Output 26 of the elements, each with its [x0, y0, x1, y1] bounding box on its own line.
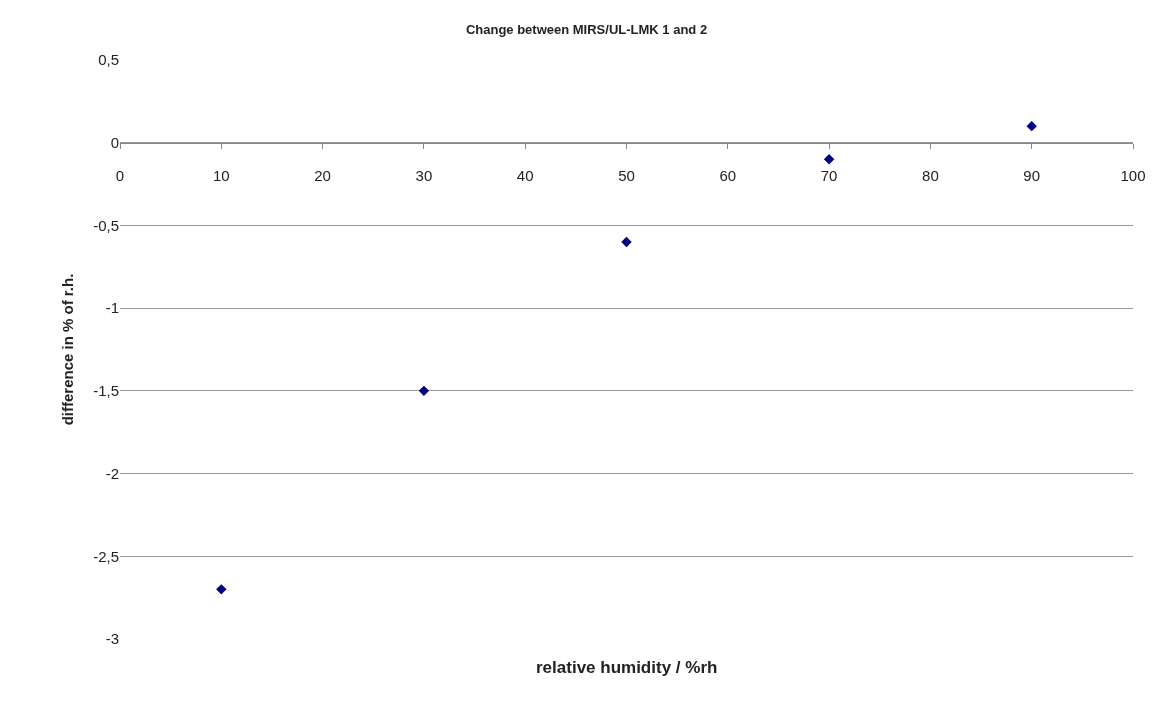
x-tick-label: 70 — [820, 166, 838, 184]
y-tick-label: -0,5 — [93, 216, 119, 234]
y-tick-label: -3 — [105, 630, 119, 648]
x-tick-label: 50 — [618, 166, 635, 184]
x-tick-label: 90 — [1023, 166, 1041, 184]
point — [621, 236, 632, 248]
x-axis-title: relative humidity / %rh — [536, 658, 718, 677]
x-tick-label: 80 — [922, 166, 939, 184]
y-tick-label: -1,5 — [93, 382, 119, 400]
y-tick-label: -2,5 — [93, 547, 119, 565]
x-tick-label: 60 — [719, 166, 737, 184]
x-tick-label: 10 — [212, 166, 230, 184]
x-tick-label: 30 — [415, 166, 433, 184]
y-tick-label: 0,5 — [98, 51, 119, 69]
y-tick-label: -1 — [105, 299, 119, 317]
y-tick-label: -2 — [105, 464, 119, 482]
x-tick-label: 40 — [516, 166, 534, 184]
x-tick-label: 20 — [314, 166, 331, 184]
y-tick-label: 0 — [110, 133, 119, 151]
point — [823, 154, 835, 165]
point — [418, 385, 430, 397]
y-axis-title: difference in % of r.h. — [59, 273, 77, 426]
x-tick-label: 100 — [1120, 166, 1146, 184]
chart-title: Change between MIRS/UL-LMK 1 and 2 — [465, 21, 708, 37]
point — [216, 584, 227, 595]
point — [1026, 120, 1037, 132]
